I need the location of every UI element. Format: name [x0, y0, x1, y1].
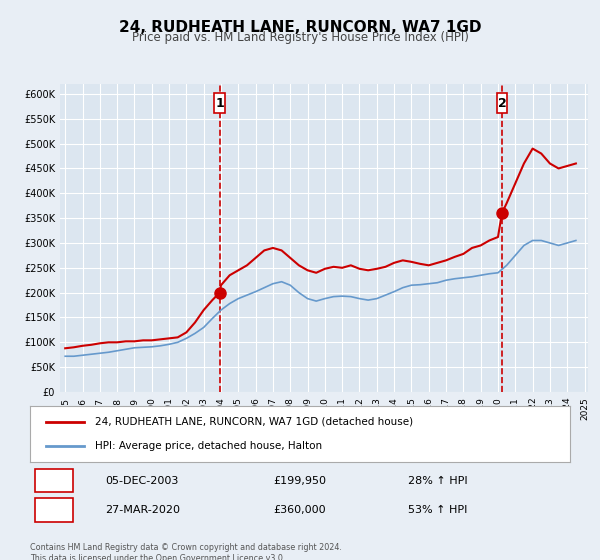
Text: Price paid vs. HM Land Registry's House Price Index (HPI): Price paid vs. HM Land Registry's House …: [131, 31, 469, 44]
Text: 27-MAR-2020: 27-MAR-2020: [106, 505, 181, 515]
Text: £199,950: £199,950: [273, 476, 326, 486]
Text: 05-DEC-2003: 05-DEC-2003: [106, 476, 179, 486]
Text: 2: 2: [497, 96, 506, 110]
FancyBboxPatch shape: [35, 469, 73, 492]
Text: 1: 1: [215, 96, 224, 110]
Text: Contains HM Land Registry data © Crown copyright and database right 2024.
This d: Contains HM Land Registry data © Crown c…: [30, 543, 342, 560]
Text: 24, RUDHEATH LANE, RUNCORN, WA7 1GD: 24, RUDHEATH LANE, RUNCORN, WA7 1GD: [119, 20, 481, 35]
Text: £360,000: £360,000: [273, 505, 326, 515]
FancyBboxPatch shape: [497, 93, 507, 113]
Text: 2: 2: [50, 503, 59, 516]
Text: 28% ↑ HPI: 28% ↑ HPI: [408, 476, 467, 486]
Text: 1: 1: [50, 474, 59, 487]
Text: 53% ↑ HPI: 53% ↑ HPI: [408, 505, 467, 515]
FancyBboxPatch shape: [35, 498, 73, 521]
Text: 24, RUDHEATH LANE, RUNCORN, WA7 1GD (detached house): 24, RUDHEATH LANE, RUNCORN, WA7 1GD (det…: [95, 417, 413, 427]
Text: HPI: Average price, detached house, Halton: HPI: Average price, detached house, Halt…: [95, 441, 322, 451]
FancyBboxPatch shape: [214, 93, 225, 113]
